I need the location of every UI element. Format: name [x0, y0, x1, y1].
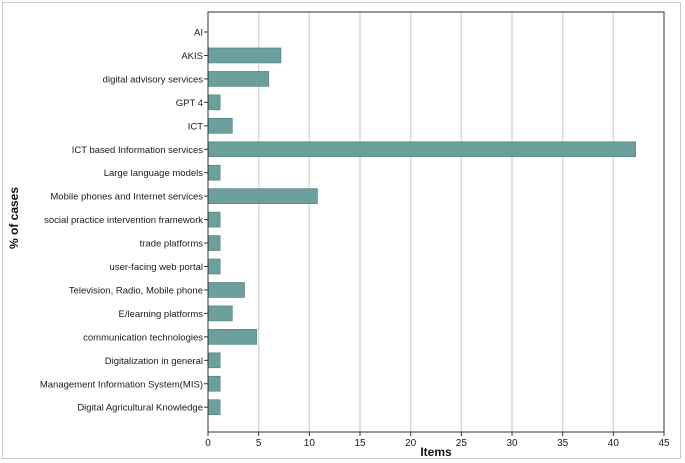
category-label: Large language models	[104, 168, 204, 179]
x-tick-label: 30	[506, 438, 518, 449]
bar	[207, 282, 245, 298]
category-label: Mobile phones and Internet services	[50, 192, 203, 203]
x-tick-label: 0	[205, 438, 211, 449]
bar	[207, 329, 257, 345]
category-label: ICT based Information services	[72, 145, 204, 156]
category-label: digital advisory services	[103, 74, 204, 85]
x-tick-label: 35	[557, 438, 569, 449]
category-label: AKIS	[181, 51, 203, 62]
category-label: Management Information System(MIS)	[40, 379, 203, 390]
bar	[207, 235, 221, 251]
chart-frame	[2, 2, 681, 459]
y-axis-ticks: AI AKIS digital advisory services GPT 4 ICT I…	[40, 28, 208, 414]
bar	[207, 305, 233, 322]
category-label: user-facing web portal	[110, 262, 203, 273]
category-label: trade platforms	[140, 239, 204, 250]
x-axis-title: Items	[420, 445, 452, 459]
bars	[207, 47, 636, 416]
plot-area-border	[207, 11, 665, 433]
category-label: GPT 4	[176, 98, 203, 109]
x-tick-label: 20	[405, 438, 417, 449]
x-tick-label: 45	[658, 438, 670, 449]
category-label: communication technologies	[83, 332, 203, 343]
category-label: E/learning platforms	[119, 309, 204, 320]
x-axis-ticks: 0 5 10 15 20 25 30 35 40 45	[205, 432, 670, 449]
category-label: Digital Agricultural Knowledge	[77, 403, 203, 414]
x-tick-label: 40	[608, 438, 620, 449]
bar	[207, 47, 282, 64]
y-axis-title: % of cases	[7, 187, 21, 249]
bar	[207, 211, 221, 228]
bar	[207, 71, 270, 87]
bar	[207, 375, 221, 392]
grid-lines	[257, 12, 615, 432]
bar	[207, 258, 221, 275]
category-label: Television, Radio, Mobile phone	[69, 285, 203, 296]
bar	[207, 118, 233, 134]
bar	[207, 352, 221, 369]
bar	[207, 164, 221, 181]
bar	[207, 399, 221, 416]
x-tick-label: 25	[456, 438, 468, 449]
bar	[207, 141, 636, 158]
bar	[207, 94, 221, 111]
category-label: AI	[194, 28, 203, 39]
x-tick-label: 15	[354, 438, 366, 449]
category-label: ICT	[188, 121, 204, 132]
x-tick-label: 5	[256, 438, 262, 449]
category-label: social practice intervention framework	[44, 215, 203, 226]
category-label: Digitalization in general	[105, 356, 203, 367]
bar	[207, 188, 318, 204]
x-tick-label: 10	[304, 438, 316, 449]
